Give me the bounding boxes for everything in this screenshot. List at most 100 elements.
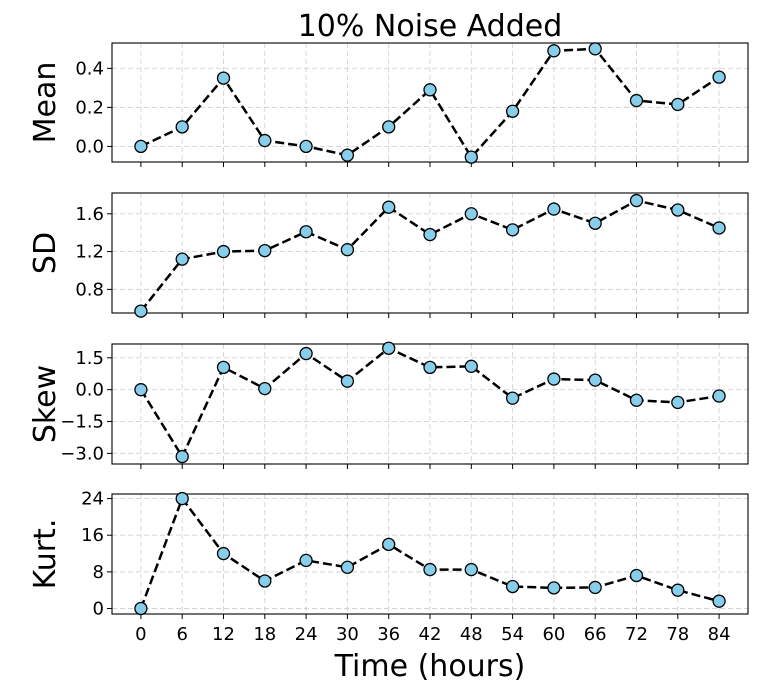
mean-series-line — [140, 47, 720, 160]
kurt-data-point — [671, 583, 685, 597]
subplot-mean: 0.0 0.2 0.4 Mean — [28, 42, 749, 167]
figure-title: 10% Noise Added — [298, 9, 563, 44]
skew-data-point — [423, 360, 437, 375]
mean-ytick-label: 0.4 — [75, 58, 104, 79]
skew-data-point — [629, 393, 644, 407]
skew-data-point — [382, 341, 396, 355]
kurt-data-point — [629, 568, 644, 583]
x-tick-labels: 0 6 12 18 24 30 36 42 48 54 60 66 72 78 84 — [135, 624, 730, 645]
sd-data-point — [712, 221, 726, 235]
sd-data-point — [216, 244, 231, 259]
skew-grid — [112, 344, 748, 464]
sd-data-point — [382, 200, 396, 214]
skew-data-point — [134, 383, 148, 397]
kurt-data-point — [547, 581, 561, 595]
kurt-data-point — [588, 580, 602, 595]
kurt-data-point — [175, 491, 189, 506]
mean-y-axis-title: Mean — [28, 62, 63, 144]
kurt-data-point — [340, 560, 355, 574]
sd-ytick-label: 1.2 — [75, 242, 104, 263]
sd-ytick-label: 1.6 — [75, 204, 104, 225]
sd-data-point — [464, 207, 478, 221]
sd-grid — [112, 193, 748, 313]
x-tick-label: 0 — [135, 624, 146, 645]
kurt-y-axis-title: Kurt. — [28, 519, 63, 590]
sd-data-point — [340, 243, 355, 257]
skew-data-point — [547, 372, 561, 386]
sd-data-point — [588, 216, 602, 230]
mean-data-point — [216, 71, 231, 85]
mean-ytick-label: 0.0 — [75, 136, 104, 157]
sd-data-point — [671, 203, 685, 217]
kurt-data-point — [299, 553, 313, 568]
sd-data-point — [134, 304, 148, 318]
skew-data-point — [216, 360, 231, 375]
x-tick-label: 12 — [212, 624, 235, 645]
kurt-data-point — [464, 562, 478, 577]
x-tick-label: 6 — [176, 624, 187, 645]
mean-data-point — [175, 120, 189, 134]
x-tick-label: 72 — [625, 624, 648, 645]
x-tick-label: 36 — [377, 624, 400, 645]
mean-grid — [112, 43, 748, 162]
x-tick-label: 66 — [584, 624, 607, 645]
x-axis-title: Time (hours) — [334, 649, 526, 684]
sd-y-axis-title: SD — [28, 232, 63, 274]
mean-data-point — [464, 150, 478, 164]
mean-data-point — [671, 97, 685, 112]
kurt-data-point — [712, 594, 726, 608]
subplot-kurt: 0 8 16 24 Kurt. — [28, 489, 749, 620]
skew-data-point — [340, 374, 355, 388]
subplot-sd: 0.8 1.2 1.6 SD — [28, 192, 749, 318]
kurt-data-point — [505, 579, 520, 594]
x-tick-label: 60 — [542, 624, 565, 645]
kurt-data-point — [216, 546, 231, 561]
sd-ytick-label: 0.8 — [75, 279, 104, 300]
kurt-grid — [112, 494, 748, 614]
kurt-ytick-label: 24 — [81, 489, 104, 510]
skew-ytick-label: 1.5 — [75, 348, 104, 369]
subplot-skew: −3.0 −1.5 0.0 1.5 Skew — [28, 341, 749, 469]
kurt-data-point — [423, 562, 437, 577]
sd-data-point — [258, 243, 272, 258]
x-tick-label: 42 — [419, 624, 442, 645]
kurt-data-point — [134, 601, 148, 616]
skew-data-point — [671, 395, 685, 410]
skew-ytick-label: −1.5 — [60, 412, 104, 433]
mean-data-point — [423, 83, 437, 97]
mean-data-point — [712, 70, 726, 84]
sd-data-point — [299, 225, 313, 239]
sd-data-point — [175, 252, 189, 266]
sd-data-point — [505, 223, 520, 237]
skew-data-point — [505, 391, 520, 405]
mean-data-point — [505, 104, 520, 118]
kurt-ytick-label: 16 — [81, 525, 104, 546]
mean-data-point — [258, 133, 272, 148]
skew-data-point — [712, 389, 726, 403]
kurt-data-point — [258, 574, 272, 588]
skew-data-point — [175, 449, 189, 464]
skew-data-point — [464, 359, 478, 373]
mean-data-point — [547, 44, 561, 58]
sd-data-point — [547, 202, 561, 216]
x-tick-label: 78 — [666, 624, 689, 645]
mean-data-point — [134, 139, 148, 154]
x-tick-label: 24 — [295, 624, 318, 645]
subplot-stack: 0.0 0.2 0.4 Mean 0.8 1.2 1.6 SD −3.0 −1.5 0.0 1.5 Sk… — [28, 42, 749, 620]
mean-data-point — [299, 139, 313, 154]
sd-series-line — [139, 199, 720, 312]
skew-data-point — [588, 373, 602, 387]
sd-data-point — [629, 193, 644, 208]
skew-ytick-label: −3.0 — [60, 443, 104, 464]
mean-data-point — [629, 93, 644, 108]
skew-ytick-label: 0.0 — [75, 380, 104, 401]
skew-y-axis-title: Skew — [28, 365, 63, 443]
x-tick-label: 18 — [253, 624, 276, 645]
kurt-data-point — [382, 537, 396, 552]
kurt-ytick-label: 0 — [93, 599, 104, 620]
x-tick-label: 54 — [501, 624, 524, 645]
skew-data-point — [258, 381, 272, 396]
kurt-ytick-label: 8 — [93, 562, 104, 583]
mean-data-point — [340, 148, 355, 162]
